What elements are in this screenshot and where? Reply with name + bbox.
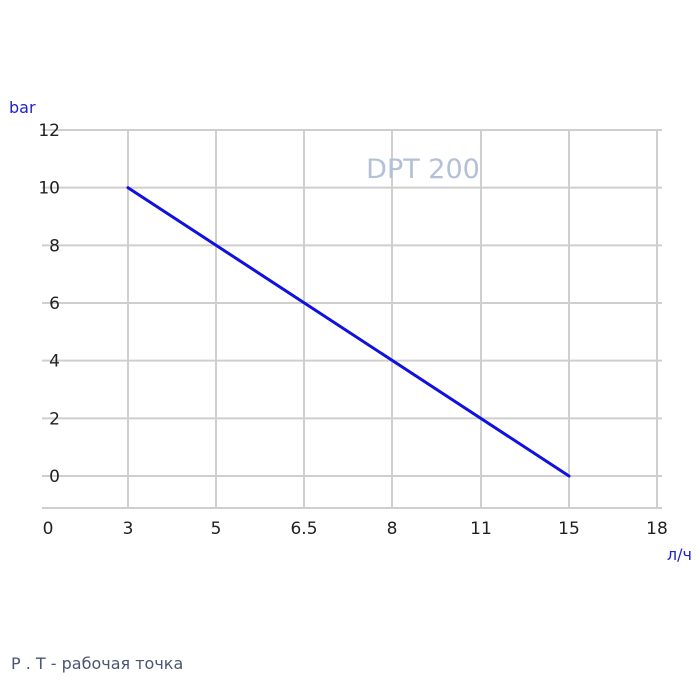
x-tick-label-5: 5 xyxy=(211,519,222,539)
series-group xyxy=(126,186,571,478)
x-tick-label-0: 0 xyxy=(43,519,54,539)
x-axis-label: л/ч xyxy=(667,545,692,564)
y-tick-label-0: 0 xyxy=(49,467,60,487)
y-tick-label-6: 6 xyxy=(49,294,60,314)
chart-title: DPT 200 xyxy=(366,154,480,185)
grid xyxy=(42,129,662,509)
labels: 0 2 4 6 8 10 12 0 3 5 6.5 8 11 15 18 bar л/ч DPT 200 xyxy=(9,98,692,564)
x-tick-label-18: 18 xyxy=(646,519,668,539)
series-line-0 xyxy=(126,186,571,478)
x-tick-label-3: 3 xyxy=(123,519,134,539)
y-tick-label-12: 12 xyxy=(38,121,60,141)
footnote: P . T - рабочая точка xyxy=(11,654,184,673)
x-tick-label-15: 15 xyxy=(558,519,580,539)
x-tick-label-8: 8 xyxy=(387,519,398,539)
y-tick-label-2: 2 xyxy=(49,409,60,429)
y-tick-label-4: 4 xyxy=(49,352,60,372)
y-tick-label-10: 10 xyxy=(38,179,60,199)
x-tick-label-6.5: 6.5 xyxy=(290,519,317,539)
x-tick-label-11: 11 xyxy=(470,519,492,539)
y-tick-label-8: 8 xyxy=(49,236,60,256)
y-axis-label: bar xyxy=(9,98,36,117)
